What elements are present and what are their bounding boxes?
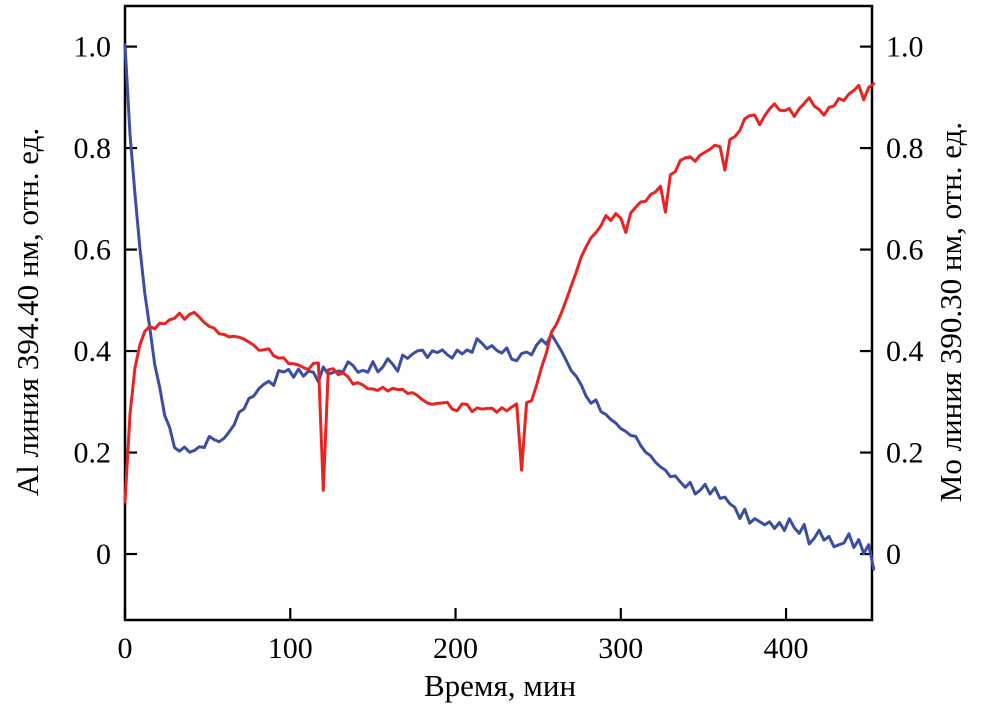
svg-text:0.6: 0.6 [886, 234, 924, 267]
x-axis-label: Время, мин [423, 668, 577, 703]
svg-text:400: 400 [764, 632, 809, 665]
svg-text:1.0: 1.0 [74, 31, 112, 64]
svg-text:200: 200 [433, 632, 478, 665]
svg-text:0.6: 0.6 [74, 234, 112, 267]
svg-text:100: 100 [268, 632, 313, 665]
svg-text:300: 300 [598, 632, 643, 665]
svg-text:0.2: 0.2 [886, 437, 924, 470]
svg-text:0: 0 [96, 538, 111, 571]
svg-text:0.4: 0.4 [74, 335, 112, 368]
svg-text:0.8: 0.8 [886, 132, 924, 165]
svg-text:0.8: 0.8 [74, 132, 112, 165]
svg-text:0.4: 0.4 [886, 335, 924, 368]
svg-text:0.2: 0.2 [74, 437, 112, 470]
y-axis-label-right: Mo линия 390.30 нм, отн. ед. [933, 121, 968, 503]
svg-text:1.0: 1.0 [886, 31, 924, 64]
svg-text:0: 0 [118, 632, 133, 665]
svg-text:0: 0 [886, 538, 901, 571]
y-axis-label-left: Al линия 394.40 нм, отн. ед. [10, 127, 45, 497]
